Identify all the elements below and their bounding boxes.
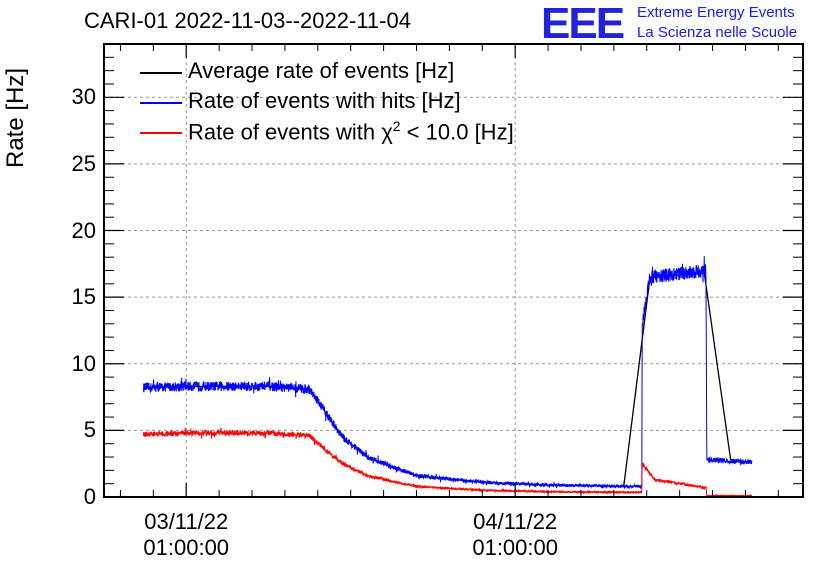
eee-logo: EEE <box>541 0 625 48</box>
xtick-date: 03/11/22 <box>144 509 229 534</box>
ytick-label-4: 20 <box>71 217 96 243</box>
series-lines <box>142 256 753 498</box>
legend-swatch-average <box>140 72 182 74</box>
axis-ticks <box>104 44 803 498</box>
legend-swatch-chi2 <box>140 132 182 134</box>
logo-caption-line2: La Scienza nelle Scuole <box>637 24 798 41</box>
ytick-label-0: 0 <box>83 484 96 509</box>
legend-label-chi2: Rate of events with χ2 < 10.0 [Hz] <box>188 118 514 145</box>
series-line-1 <box>142 256 753 490</box>
xtick-label-1: 04/11/22 01:00:00 <box>455 509 575 561</box>
ytick-label-6: 30 <box>71 84 96 110</box>
series-line-0 <box>143 272 753 488</box>
series-line-2 <box>142 427 753 498</box>
chart-title: CARI-01 2022-11-03--2022-11-04 <box>84 8 411 33</box>
xtick-time: 01:00:00 <box>143 535 230 560</box>
xtick-date: 04/11/22 <box>473 509 558 534</box>
xtick-label-0: 03/11/22 01:00:00 <box>126 509 246 561</box>
ytick-label-3: 15 <box>71 284 96 310</box>
legend-swatch-hits <box>140 102 182 104</box>
legend-label-hits: Rate of events with hits [Hz] <box>188 88 461 113</box>
logo-caption-line1: Extreme Energy Events <box>637 4 795 21</box>
ytick-label-2: 10 <box>71 350 96 376</box>
logo-caption: Extreme Energy Events La Scienza nelle S… <box>637 3 797 43</box>
legend-label-average: Average rate of events [Hz] <box>188 58 455 83</box>
y-axis-label: Rate [Hz] <box>2 67 29 168</box>
xtick-time: 01:00:00 <box>472 535 558 560</box>
ytick-label-1: 5 <box>83 417 96 443</box>
grid-lines <box>104 44 803 497</box>
ytick-label-5: 25 <box>71 150 96 176</box>
